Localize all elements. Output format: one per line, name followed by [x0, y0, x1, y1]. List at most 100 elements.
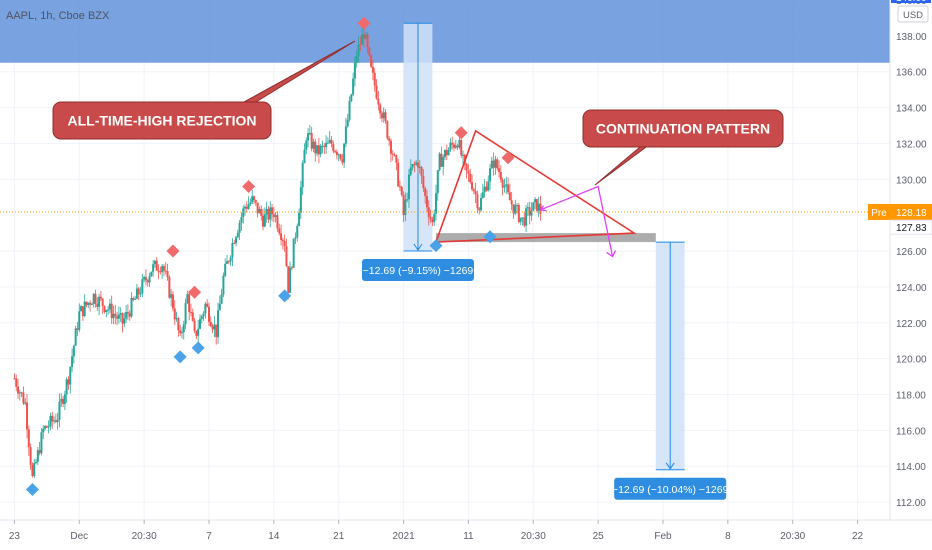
candle-body [472, 189, 475, 192]
candle [103, 305, 106, 314]
candle-body [227, 261, 230, 263]
candle-body [141, 279, 144, 294]
candle-body [508, 192, 511, 201]
candle-body [361, 34, 364, 45]
candle [60, 393, 63, 407]
candle [65, 376, 68, 403]
candle-body [238, 222, 241, 233]
candle-body [226, 261, 229, 264]
candle-body [71, 356, 74, 368]
candle-body [444, 150, 446, 158]
candle-body [517, 205, 520, 223]
candle [375, 79, 378, 100]
callout-ath-rejection[interactable]: ALL-TIME-HIGH REJECTION [52, 40, 356, 140]
candle [415, 159, 418, 166]
candle-body [375, 85, 378, 99]
candle-body [431, 218, 434, 223]
candle [451, 136, 454, 150]
candle-body [170, 294, 173, 298]
diamond-red-icon [166, 244, 180, 258]
candle-body [152, 264, 155, 272]
candle [20, 391, 23, 398]
candle [33, 458, 36, 479]
candle-body [215, 324, 218, 338]
candle [112, 305, 115, 325]
candle [27, 425, 30, 456]
candle-body [256, 202, 259, 214]
candle-body [397, 162, 400, 187]
candle-body [222, 275, 225, 295]
candle-body [229, 257, 232, 262]
candle [242, 205, 245, 224]
candle [424, 186, 427, 204]
symbol-title[interactable]: AAPL, 1h, Cboe BZX [6, 10, 110, 22]
candle [366, 31, 369, 54]
candle [523, 211, 526, 228]
candle-body [535, 199, 538, 211]
candle [227, 260, 230, 265]
candle-body [460, 140, 463, 156]
candle [202, 311, 205, 321]
candle-body [87, 302, 90, 305]
candle [51, 411, 54, 429]
callout-continuation-pattern[interactable]: CONTINUATION PATTERN [582, 109, 784, 186]
top-price-marker-text: 140.00 [896, 0, 927, 4]
time-axis[interactable]: 23 Dec 20:30 7 14 21 2021 11 20:30 25 Feb 8 20:30 22 [0, 519, 932, 550]
candle-body [442, 157, 445, 167]
candle [42, 425, 45, 440]
candle-body [96, 303, 99, 307]
measure-box-1[interactable]: −12.69 (−9.15%) −1269 [361, 22, 474, 282]
candle [89, 300, 92, 312]
diamond-blue-icon [483, 230, 497, 244]
candle [71, 348, 74, 373]
callout-ath-rejection-box [52, 101, 272, 140]
candle-body [323, 145, 326, 147]
candle-body [18, 392, 21, 394]
candle [427, 200, 430, 226]
candle-body [364, 34, 367, 39]
candle [130, 292, 133, 318]
candle [458, 136, 461, 150]
candle-body [36, 450, 39, 462]
candle-body [478, 208, 481, 211]
candle-body [242, 208, 245, 218]
price-tick-label: 140.00 [896, 0, 927, 7]
candle [537, 196, 540, 218]
candle-body [415, 162, 418, 165]
candle-body [159, 271, 162, 273]
candle-body [114, 313, 117, 317]
callout-continuation-pattern-text: CONTINUATION PATTERN [596, 121, 770, 137]
triangle-pattern[interactable] [434, 129, 637, 243]
price-axis[interactable]: 112.00 114.00 116.00 118.00 120.00 122.00 124.… [868, 0, 932, 550]
diamond-red-icon [188, 285, 202, 299]
candle [213, 315, 216, 338]
candle-body [144, 277, 147, 281]
candle-body [319, 145, 322, 155]
candle [200, 314, 203, 324]
candle [283, 234, 286, 252]
candle [168, 275, 171, 299]
candle [116, 311, 119, 326]
candle [454, 140, 457, 150]
candle-body [490, 160, 493, 169]
candle [110, 295, 113, 325]
candle-body [125, 311, 128, 319]
projection-arrows[interactable] [539, 185, 617, 258]
currency-badge[interactable] [897, 5, 929, 23]
candle-body [204, 303, 207, 314]
candle [303, 143, 306, 164]
candle-body [258, 209, 261, 214]
candle-body [447, 149, 450, 156]
price-tick-label: 116.00 [896, 426, 926, 437]
candle [445, 144, 448, 161]
candle [150, 271, 153, 277]
candle [180, 327, 183, 339]
candle [307, 128, 310, 148]
measure-box-2[interactable]: −12.69 (−10.04%) −1269 [612, 241, 729, 500]
candle [157, 264, 160, 280]
candle-body [512, 204, 515, 214]
price-tick-label: 130.00 [896, 175, 927, 186]
candle-body [505, 184, 508, 186]
price-tick-label: 114.00 [896, 462, 926, 473]
